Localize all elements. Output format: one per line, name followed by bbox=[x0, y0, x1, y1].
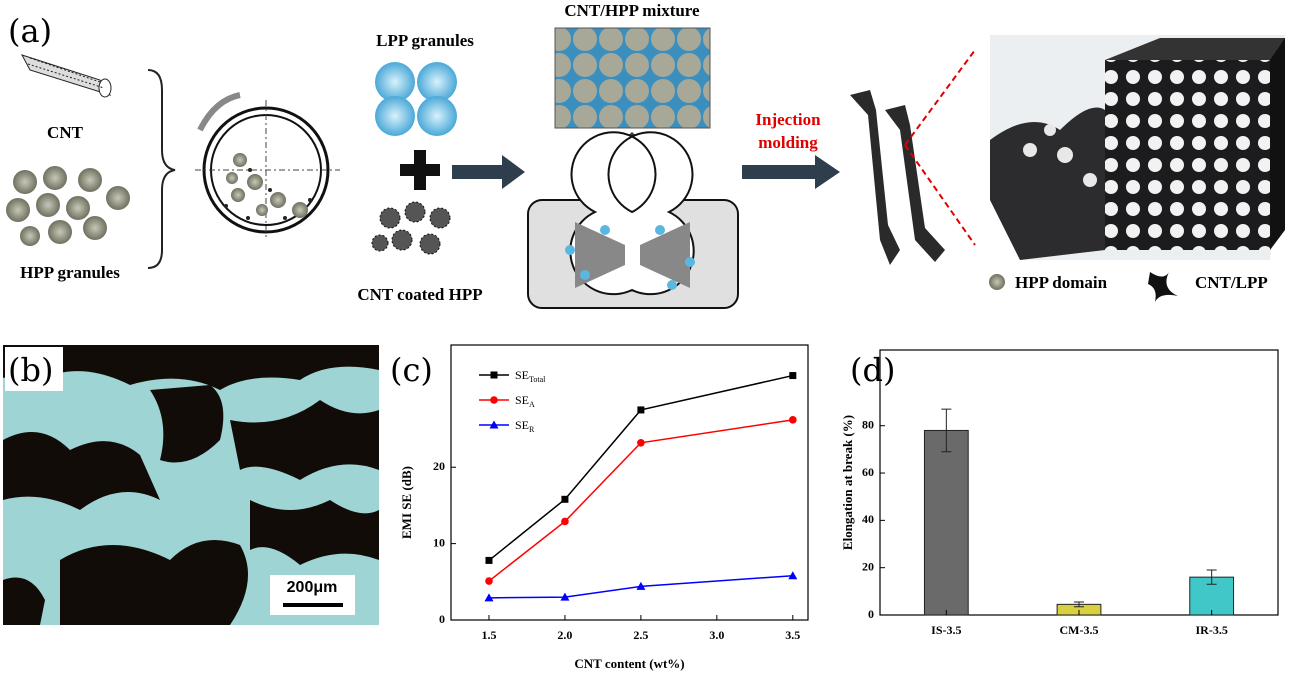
legend-label: SETotal bbox=[515, 368, 546, 384]
series-line bbox=[488, 574, 793, 599]
scale-label: 200μm bbox=[287, 579, 338, 596]
x-axis-label: CNT content (wt%) bbox=[574, 656, 684, 671]
lpp-granules bbox=[375, 62, 457, 136]
label-box bbox=[5, 347, 63, 391]
panel-a: (a) CNT HPP granules LPP granules CNT co… bbox=[6, 1, 1285, 309]
legend-subscript: A bbox=[529, 400, 535, 409]
cnt-tube bbox=[20, 54, 112, 98]
legend-name: SE bbox=[515, 393, 529, 407]
y-axis-label: EMI SE (dB) bbox=[399, 466, 414, 539]
brace bbox=[147, 69, 176, 269]
legend-name: SE bbox=[515, 368, 529, 382]
marker bbox=[788, 571, 798, 580]
zoom-lines bbox=[904, 49, 976, 246]
mixture-image bbox=[554, 27, 711, 129]
marker bbox=[561, 495, 569, 503]
panel-b: 200μm (b) bbox=[3, 345, 379, 625]
panel-label: (d) bbox=[850, 351, 895, 389]
injection-label: molding bbox=[758, 133, 818, 152]
marker bbox=[489, 420, 499, 429]
lpp-label: LPP granules bbox=[376, 31, 474, 50]
y-tick-label: 20 bbox=[433, 459, 445, 473]
hpp-label: HPP granules bbox=[20, 263, 120, 282]
mixture-label: CNT/HPP mixture bbox=[564, 1, 700, 20]
marker bbox=[490, 371, 498, 379]
marker bbox=[637, 438, 645, 447]
coated-hpp bbox=[371, 201, 451, 255]
y-tick-label: 40 bbox=[862, 512, 874, 526]
cnt-label: CNT bbox=[47, 123, 84, 142]
x-tick-label: IS-3.5 bbox=[931, 623, 961, 637]
marker bbox=[561, 517, 569, 526]
y-tick-label: 10 bbox=[433, 535, 445, 549]
legend-icon bbox=[1148, 270, 1178, 302]
dogbones bbox=[850, 90, 945, 265]
marker bbox=[636, 581, 646, 590]
bar bbox=[923, 429, 969, 616]
x-tick-label: 2.0 bbox=[557, 628, 572, 642]
arrow bbox=[742, 155, 840, 189]
marker bbox=[484, 593, 494, 602]
legend-label: CNT/LPP bbox=[1195, 273, 1268, 292]
x-tick-label: CM-3.5 bbox=[1060, 623, 1099, 637]
series-line bbox=[488, 419, 793, 582]
marker bbox=[789, 416, 797, 424]
marker bbox=[789, 372, 797, 380]
marker bbox=[637, 406, 645, 414]
hpp-granules bbox=[6, 166, 130, 246]
y-tick-label: 80 bbox=[862, 417, 874, 431]
panel-label: (a) bbox=[8, 12, 52, 50]
legend-label: HPP domain bbox=[1015, 273, 1108, 292]
x-tick-label: IR-3.5 bbox=[1195, 623, 1227, 637]
marker bbox=[485, 556, 493, 564]
panel-label: (b) bbox=[8, 351, 53, 389]
error-bar bbox=[941, 408, 952, 453]
error-bar bbox=[1206, 569, 1217, 585]
x-tick-label: 2.5 bbox=[633, 628, 648, 642]
marker bbox=[490, 396, 498, 404]
error-bar bbox=[1074, 601, 1084, 608]
scale-box bbox=[270, 575, 355, 615]
micrograph-network bbox=[3, 345, 379, 625]
legend-subscript: R bbox=[529, 425, 535, 434]
x-tick-label: 3.0 bbox=[709, 628, 724, 642]
legend-icon bbox=[989, 274, 1005, 290]
injection-label: Injection bbox=[755, 110, 821, 129]
plot-frame bbox=[450, 344, 809, 621]
coated-label: CNT coated HPP bbox=[357, 285, 482, 304]
plus bbox=[400, 150, 440, 190]
legend-label: SEA bbox=[515, 393, 535, 409]
marker bbox=[485, 577, 493, 585]
legend-subscript: Total bbox=[529, 375, 546, 384]
y-axis-label: Elongation at break (%) bbox=[840, 415, 855, 550]
panel-label: (c) bbox=[390, 351, 433, 389]
mixer bbox=[195, 92, 340, 240]
y-tick-label: 0 bbox=[439, 612, 445, 626]
arrow bbox=[452, 155, 525, 189]
legend-label: SER bbox=[515, 418, 535, 434]
y-tick-label: 60 bbox=[862, 465, 874, 479]
x-tick-label: 3.5 bbox=[785, 628, 800, 642]
marker bbox=[560, 592, 570, 601]
extruder bbox=[527, 131, 739, 309]
legend-name: SE bbox=[515, 418, 529, 432]
series-line bbox=[488, 374, 793, 562]
y-tick-label: 20 bbox=[862, 559, 874, 573]
x-tick-label: 1.5 bbox=[481, 628, 496, 642]
block-3d bbox=[990, 35, 1285, 260]
y-tick-label: 0 bbox=[868, 607, 874, 621]
